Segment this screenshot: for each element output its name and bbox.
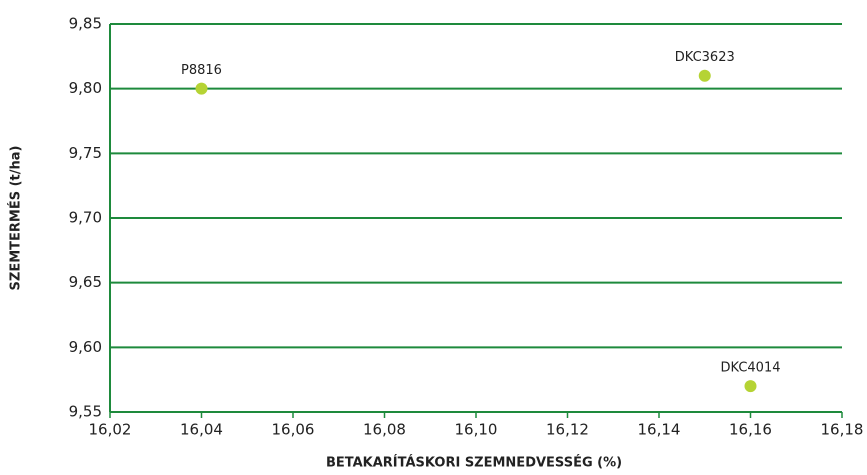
y-tick-label: 9,80 (69, 79, 102, 97)
x-axis-label: BETAKARÍTÁSKORI SZEMNEDVESSÉG (%) (326, 455, 622, 471)
x-tick-label: 16,08 (363, 421, 406, 439)
x-tick-label: 16,12 (546, 421, 589, 439)
x-tick-label: 16,10 (455, 421, 498, 439)
y-tick-label: 9,85 (69, 15, 102, 33)
x-tick-label: 16,04 (180, 421, 223, 439)
y-axis-label: SZEMTERMÉS (t/ha) (8, 146, 24, 291)
point (698, 69, 711, 82)
point-label: DKC3623 (675, 50, 735, 65)
x-tick-label: 16,06 (272, 421, 315, 439)
x-tick-label: 16,14 (638, 421, 681, 439)
x-tick-label: 16,02 (89, 421, 132, 439)
point-label: DKC4014 (721, 361, 781, 376)
point-label: P8816 (181, 63, 222, 78)
y-tick-label: 9,65 (69, 273, 102, 291)
x-tick-label: 16,18 (821, 421, 864, 439)
y-tick-label: 9,70 (69, 209, 102, 227)
point (744, 380, 757, 393)
x-tick-label: 16,16 (729, 421, 772, 439)
y-tick-label: 9,55 (69, 403, 102, 421)
y-tick-label: 9,75 (69, 144, 102, 162)
y-tick-label: 9,60 (69, 338, 102, 356)
point (195, 82, 208, 95)
